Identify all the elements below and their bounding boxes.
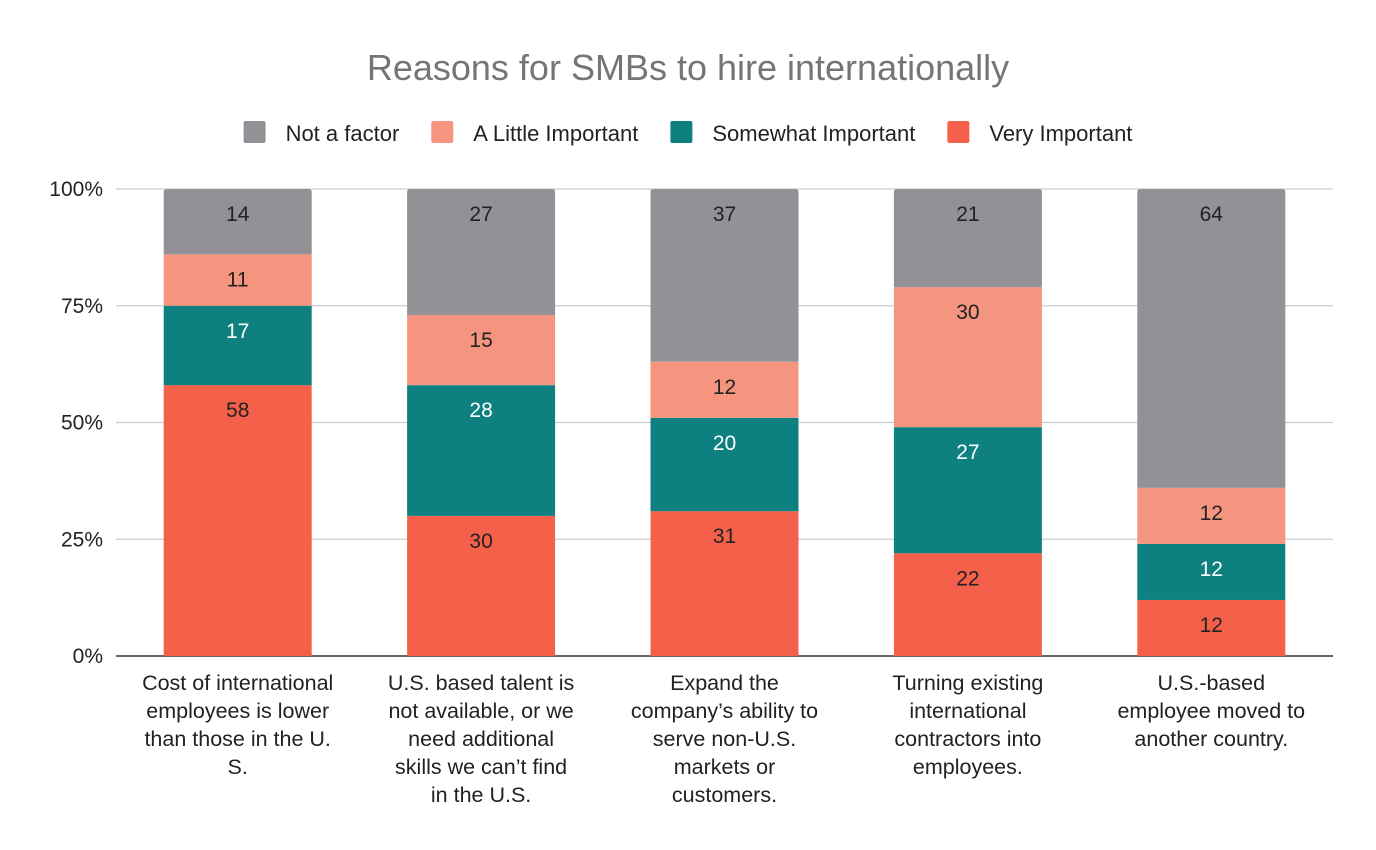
category-label-line: Expand the (670, 671, 779, 695)
bar-segment-very-important (893, 553, 1042, 656)
data-label: 12 (1200, 558, 1223, 581)
category-label-line: another country. (1134, 727, 1288, 751)
y-tick-label: 25% (61, 528, 103, 551)
bar-segment-somewhat-important (893, 427, 1042, 554)
legend-label-a-little-important: A Little Important (473, 121, 638, 146)
category-label-line: Turning existing (892, 671, 1043, 695)
data-label: 37 (713, 203, 736, 226)
bar-segment-not-a-factor (650, 189, 799, 362)
legend-swatch-somewhat-important (670, 121, 693, 143)
category-label: U.S.-based employee moved to another count… (1117, 671, 1305, 751)
bar-segment-very-important (407, 515, 556, 656)
bar-segment-not-a-factor (407, 189, 556, 316)
category-label-line: contractors into (894, 727, 1041, 751)
data-label: 17 (226, 320, 249, 343)
legend-swatch-very-important (947, 121, 970, 143)
y-tick-label: 100% (49, 178, 103, 201)
category-label-line: than those in the U. (144, 727, 330, 751)
bar-segment-somewhat-important (1137, 543, 1286, 600)
category-label: Turning existing international contractors… (892, 671, 1043, 779)
data-label: 11 (227, 268, 249, 291)
category-label-line: employee moved to (1117, 699, 1305, 723)
legend: Not a factor A Little Important Somewhat I… (243, 121, 1132, 146)
category-label-line: markets or (674, 755, 776, 779)
bar-segment-very-important (1137, 599, 1286, 656)
bar-segment-not-a-factor (163, 189, 312, 255)
bar-segment-not-a-factor (1137, 189, 1286, 488)
bar-segment-very-important (163, 385, 312, 656)
category-label-line: international (909, 699, 1026, 723)
category-label-line: need additional (408, 727, 554, 751)
chart-title: Reasons for SMBs to hire internationally (367, 47, 1009, 88)
bar-segment-a-little-important (650, 361, 799, 418)
y-axis: 0% 25% 50% 75% 100% (49, 178, 103, 668)
category-label: Expand the company’s ability to serve non-… (631, 671, 818, 807)
category-label-line: in the U.S. (431, 783, 531, 807)
data-label: 30 (469, 530, 492, 553)
category-label-line: employees. (913, 755, 1023, 779)
category-label-line: not available, or we (388, 699, 573, 723)
category-label-line: employees is lower (146, 699, 329, 723)
data-label: 31 (713, 525, 736, 548)
category-label: U.S. based talent is not available, or we… (388, 671, 574, 807)
bar-segment-a-little-important (1137, 487, 1286, 544)
data-label: 20 (713, 432, 736, 455)
data-label: 27 (956, 441, 979, 464)
y-tick-label: 50% (61, 412, 103, 435)
bar-segment-a-little-important (893, 287, 1042, 428)
category-label-line: skills we can’t find (395, 755, 567, 779)
data-label: 30 (956, 301, 979, 324)
legend-swatch-not-a-factor (243, 121, 266, 143)
category-label-line: serve non-U.S. (653, 727, 796, 751)
data-label: 22 (956, 567, 979, 590)
data-label: 15 (469, 329, 492, 352)
bars: 58 17 11 14 30 28 15 27 31 20 12 37 22 27 30 21 12 12 12 64 (163, 189, 1286, 656)
bar-segment-somewhat-important (163, 305, 312, 386)
legend-label-somewhat-important: Somewhat Important (712, 121, 915, 146)
bar-segment-not-a-factor (893, 189, 1042, 288)
bar-segment-somewhat-important (650, 417, 799, 512)
bar-segment-a-little-important (163, 254, 312, 306)
data-label: 28 (469, 399, 492, 422)
legend-label-not-a-factor: Not a factor (286, 121, 400, 146)
legend-swatch-a-little-important (431, 121, 454, 143)
y-tick-label: 75% (61, 295, 103, 318)
category-label-line: S. (228, 755, 248, 779)
x-axis: Cost of international employees is lower t… (142, 671, 1305, 807)
data-label: 27 (469, 203, 492, 226)
data-label: 58 (226, 399, 249, 422)
category-label-line: company’s ability to (631, 699, 818, 723)
bar-segment-somewhat-important (407, 385, 556, 516)
legend-label-very-important: Very Important (989, 121, 1132, 146)
y-tick-label: 0% (73, 645, 103, 668)
category-label-line: U.S.-based (1158, 671, 1266, 695)
data-label: 64 (1200, 203, 1224, 226)
data-label: 12 (1200, 614, 1223, 637)
category-label-line: Cost of international (142, 671, 333, 695)
bar-segment-very-important (650, 511, 799, 656)
category-label: Cost of international employees is lower t… (142, 671, 333, 779)
data-label: 14 (226, 203, 250, 226)
data-label: 12 (1200, 502, 1223, 525)
category-label-line: customers. (672, 783, 777, 807)
data-label: 21 (956, 203, 979, 226)
category-label-line: U.S. based talent is (388, 671, 574, 695)
data-label: 12 (713, 376, 736, 399)
bar-segment-a-little-important (407, 315, 556, 386)
